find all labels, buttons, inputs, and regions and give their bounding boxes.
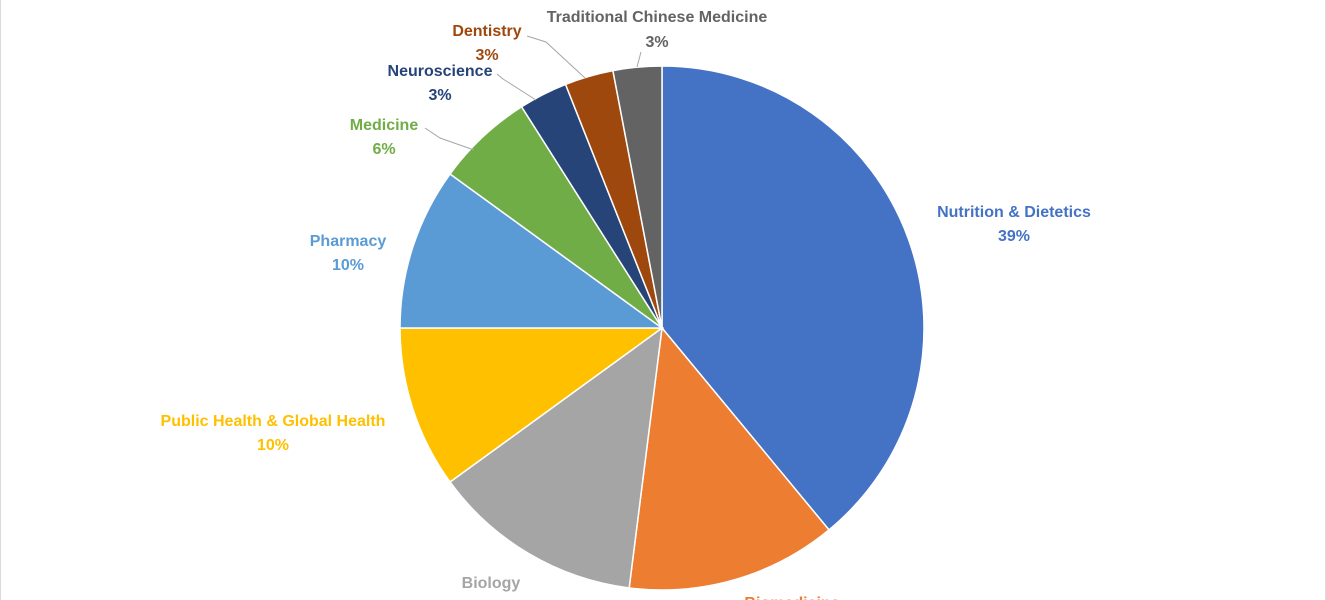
- leader-line: [526, 35, 586, 79]
- pie-slice: [448, 326, 663, 589]
- category-label: Biomedicine: [744, 595, 839, 600]
- pie-slice: [628, 326, 831, 591]
- value-label: 6%: [372, 141, 395, 158]
- pie-slice: [399, 327, 665, 484]
- category-label: Public Health & Global Health: [161, 413, 386, 430]
- value-label: 3%: [645, 34, 668, 51]
- value-label: 10%: [332, 257, 364, 274]
- pie-slice: [612, 65, 663, 329]
- value-label: 3%: [475, 47, 498, 64]
- leader-line: [496, 73, 537, 101]
- value-label: 10%: [257, 437, 289, 454]
- category-label: Traditional Chinese Medicine: [547, 9, 768, 26]
- category-label: Medicine: [350, 117, 419, 134]
- leader-line: [636, 51, 642, 68]
- category-label: Pharmacy: [310, 233, 387, 250]
- value-label: 3%: [428, 87, 451, 104]
- value-label: 39%: [998, 228, 1030, 245]
- category-label: Dentistry: [452, 23, 521, 40]
- category-label: Biology: [462, 575, 521, 592]
- pie-slice: [661, 65, 925, 531]
- leader-line: [424, 127, 475, 151]
- pie-slice: [399, 172, 665, 329]
- category-label: Neuroscience: [388, 63, 493, 80]
- category-label: Nutrition & Dietetics: [937, 204, 1091, 221]
